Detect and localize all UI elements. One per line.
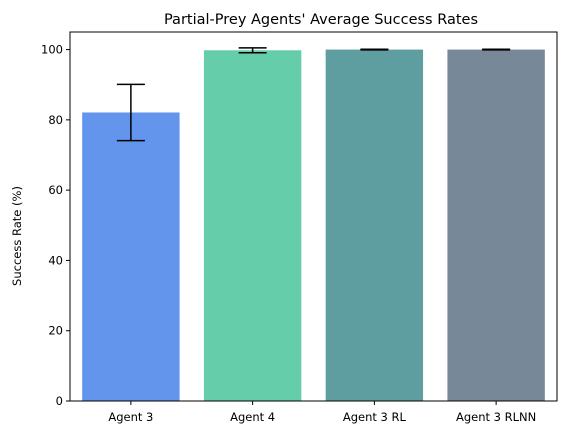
x-tick-label: Agent 3 RL xyxy=(343,410,407,424)
axes-frame xyxy=(69,31,558,402)
y-tick-label: 40 xyxy=(48,253,63,267)
bar xyxy=(447,49,545,401)
y-tick-label: 80 xyxy=(48,113,63,127)
x-tick-label: Agent 4 xyxy=(230,410,275,424)
y-tick-label: 0 xyxy=(56,394,63,408)
chart-title: Partial-Prey Agents' Average Success Rat… xyxy=(164,12,478,28)
y-tick-label: 60 xyxy=(48,183,63,197)
y-tick-label: 100 xyxy=(41,43,63,57)
bar xyxy=(325,49,424,401)
bar xyxy=(203,50,302,401)
plot-area: Agent 3 Agent 4 Agent 3 RL Agent 3 RLNN 0 20 4… xyxy=(41,31,558,424)
bar xyxy=(82,112,180,401)
y-axis-label: Success Rate (%) xyxy=(10,186,24,286)
x-tick-label: Agent 3 RLNN xyxy=(456,410,536,424)
x-tick-label: Agent 3 xyxy=(108,410,153,424)
y-tick-label: 20 xyxy=(48,324,63,338)
